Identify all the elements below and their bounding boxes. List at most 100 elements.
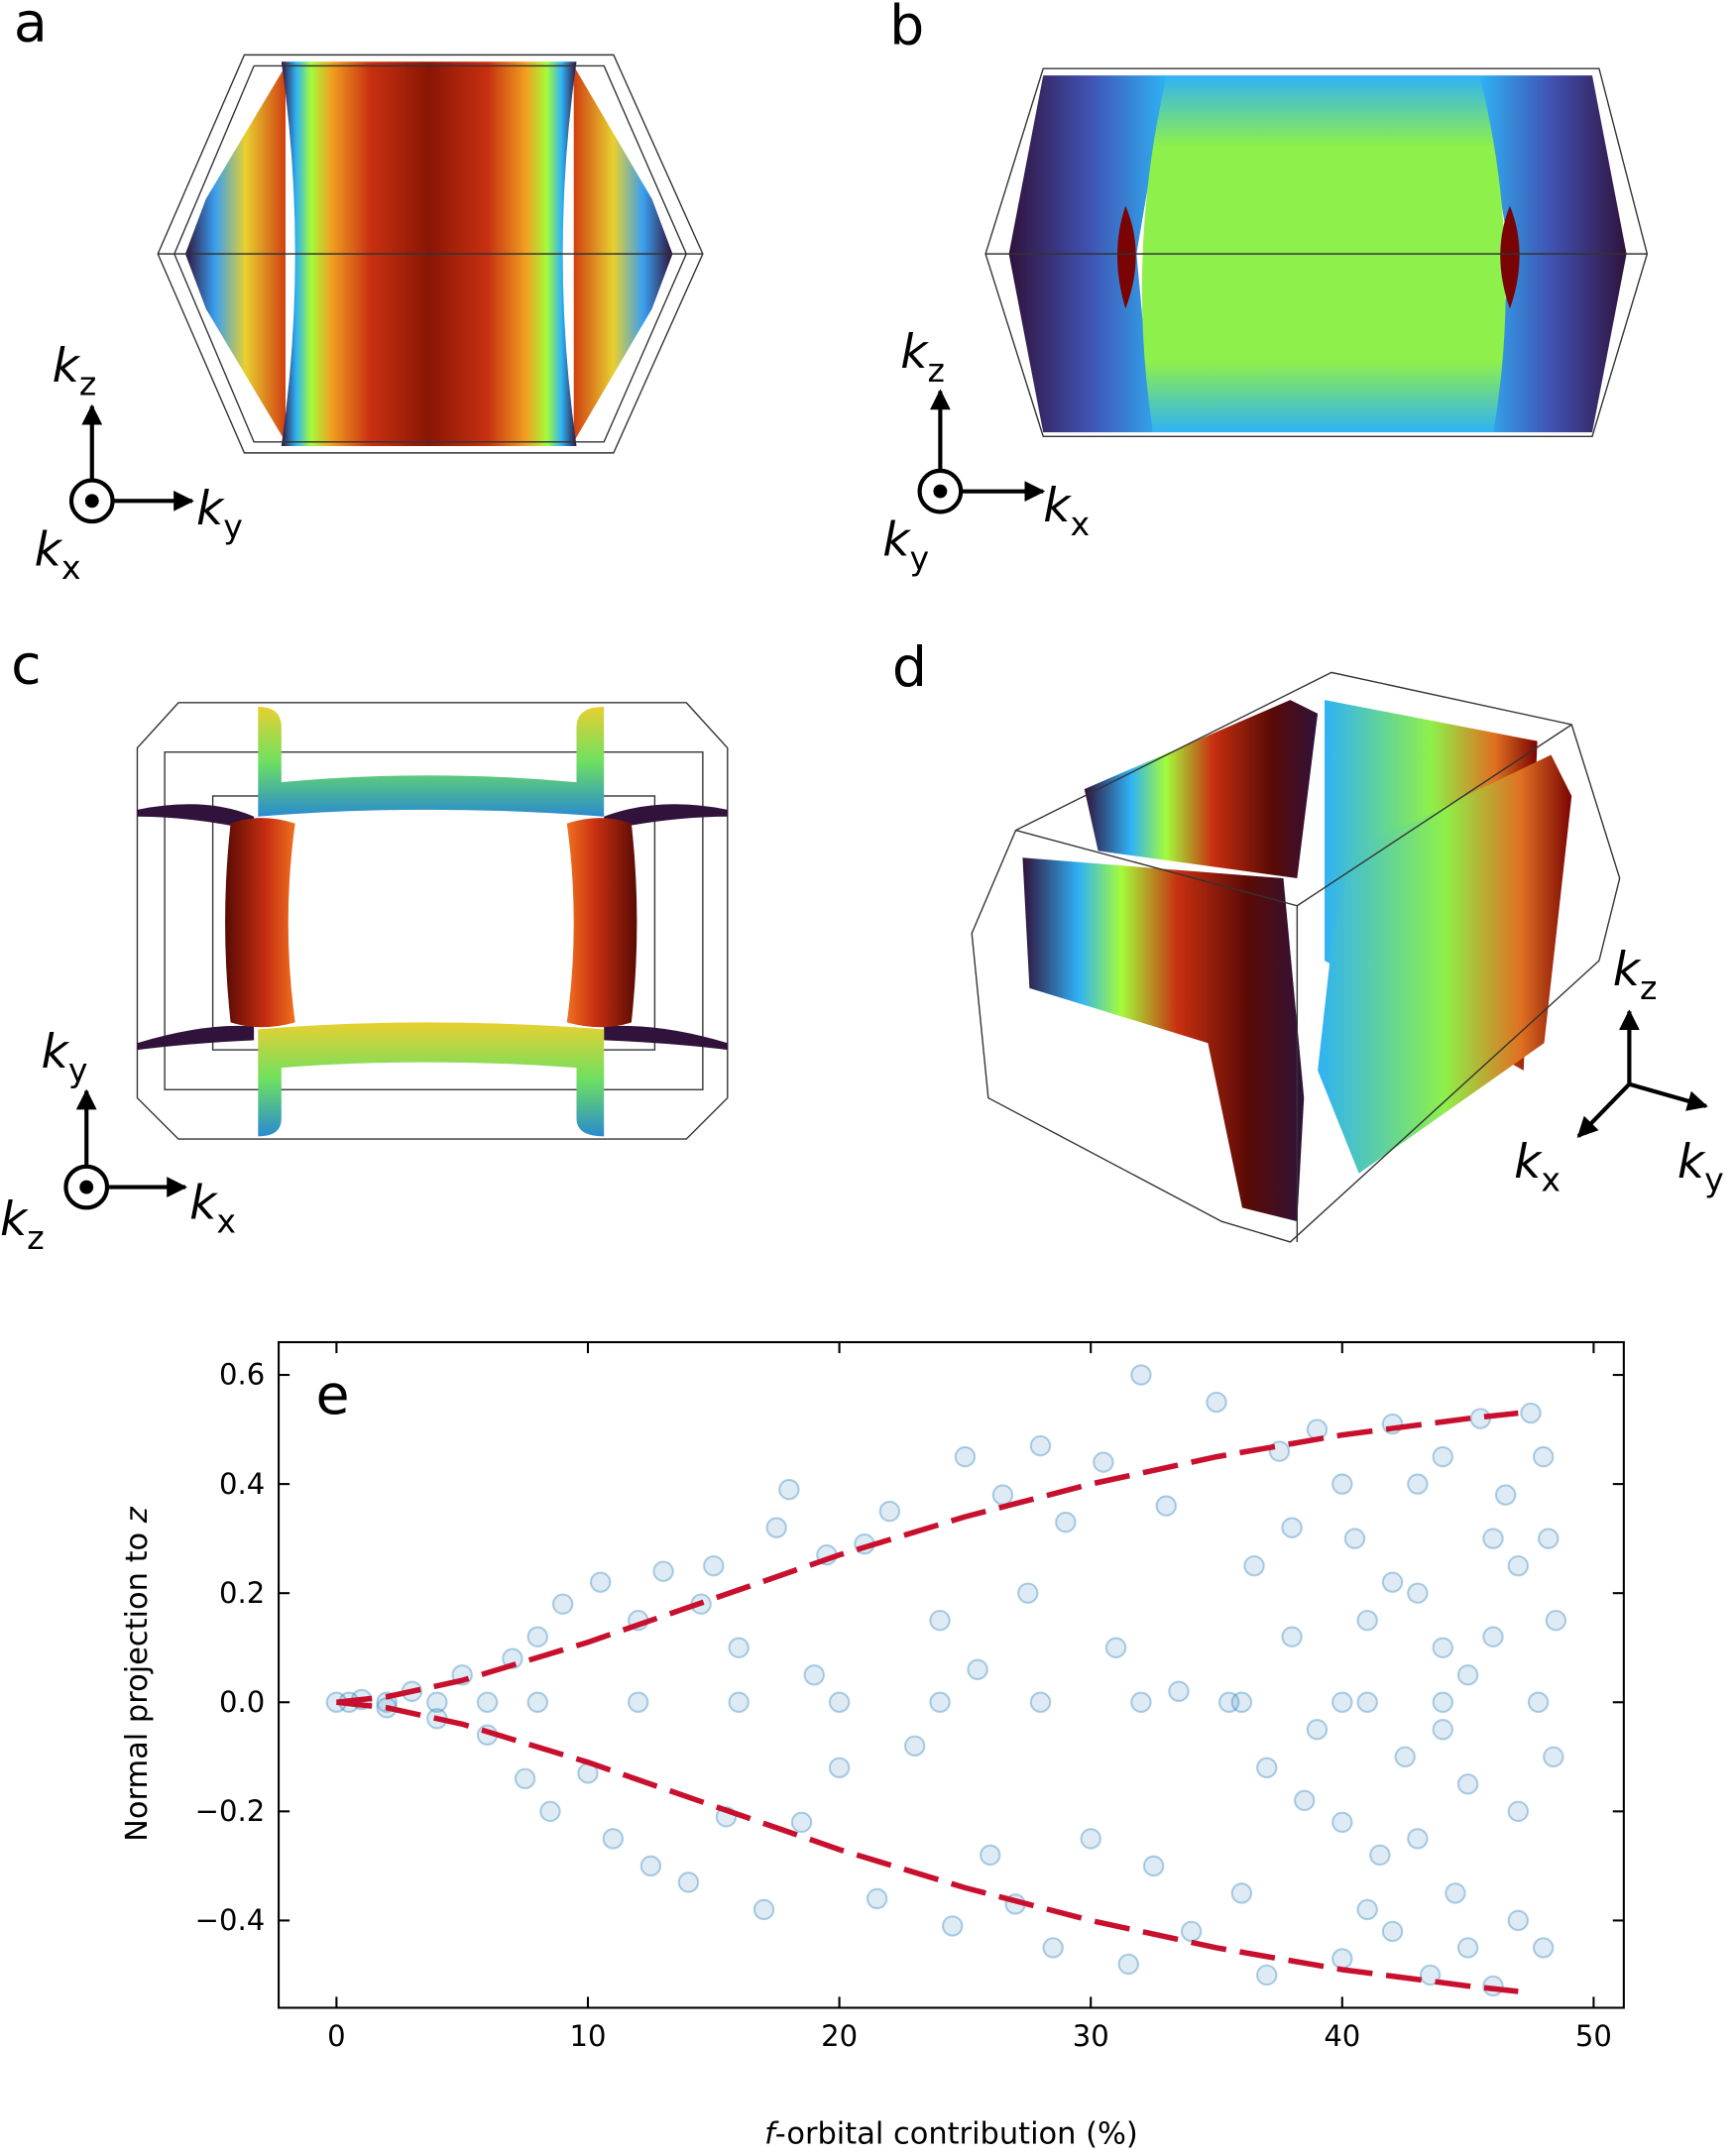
y-tick-label: 0.6 bbox=[219, 1358, 265, 1392]
axis-label: kx bbox=[1043, 479, 1090, 543]
envelope-line bbox=[336, 1699, 1519, 1994]
scatter-point bbox=[539, 1800, 561, 1823]
scatter-point bbox=[1331, 1473, 1353, 1495]
scatter-point bbox=[589, 1571, 612, 1593]
scatter-point bbox=[514, 1767, 536, 1790]
scatter-point bbox=[1180, 1920, 1203, 1943]
axis-subscript: z bbox=[27, 1218, 44, 1257]
scatter-point bbox=[866, 1887, 888, 1910]
axis-subscript: z bbox=[1640, 968, 1657, 1007]
fermi-surface bbox=[137, 1025, 255, 1051]
axis-label: ky bbox=[42, 1025, 88, 1089]
axis-out bbox=[84, 494, 99, 509]
axis-symbol: k bbox=[0, 1192, 29, 1247]
scatter-point bbox=[1255, 1964, 1278, 1986]
scatter-point bbox=[778, 1478, 800, 1501]
plot-data bbox=[325, 1364, 1567, 1997]
scatter-point bbox=[1281, 1626, 1303, 1647]
scatter-point bbox=[991, 1484, 1014, 1506]
panel-label: c bbox=[11, 633, 41, 697]
fermi-surface bbox=[1022, 857, 1305, 1222]
scatter-point bbox=[728, 1637, 750, 1658]
panel-label: a bbox=[14, 0, 48, 56]
scatter-point bbox=[1356, 1898, 1378, 1921]
axis-label: ky bbox=[196, 482, 243, 546]
scatter-point bbox=[878, 1500, 901, 1523]
axis-symbol: k bbox=[900, 325, 929, 380]
x-tick-label: 40 bbox=[1324, 2019, 1360, 2053]
scatter-point bbox=[1520, 1402, 1542, 1424]
y-axis-label: Normal projection to z bbox=[120, 1506, 155, 1842]
scatter-point bbox=[1407, 1828, 1429, 1850]
scatter-point bbox=[526, 1691, 549, 1713]
scatter-point bbox=[1294, 1789, 1316, 1812]
envelope-line bbox=[336, 1410, 1519, 1706]
panel-label: b bbox=[889, 0, 924, 57]
scatter-point bbox=[1545, 1609, 1567, 1632]
scatter-point bbox=[1029, 1434, 1052, 1457]
scatter-point bbox=[954, 1445, 977, 1468]
scatter-point bbox=[1230, 1691, 1253, 1713]
scatter-point bbox=[728, 1691, 750, 1713]
scatter-point bbox=[1331, 1691, 1353, 1713]
fermi-surface bbox=[258, 707, 605, 817]
scatter-point bbox=[1456, 1937, 1479, 1959]
scatter-point bbox=[526, 1626, 549, 1647]
panel-c: c ky kx kz bbox=[0, 633, 729, 1257]
scatter-point bbox=[1432, 1691, 1453, 1713]
scatter-point bbox=[1217, 1691, 1240, 1713]
axis-symbol: k bbox=[53, 339, 81, 394]
scatter-point bbox=[1527, 1691, 1550, 1713]
scatter-point bbox=[1117, 1953, 1139, 1976]
scatter-point bbox=[929, 1691, 951, 1713]
x-tick-label: 50 bbox=[1575, 2019, 1612, 2053]
scatter-point bbox=[1419, 1964, 1442, 1986]
scatter-point bbox=[1306, 1719, 1329, 1741]
scatter-point bbox=[1445, 1882, 1466, 1904]
scatter-point bbox=[1281, 1517, 1303, 1538]
axis-label: kx bbox=[189, 1176, 236, 1240]
axis-symbol: k bbox=[1613, 943, 1642, 997]
scatter-point bbox=[602, 1828, 625, 1850]
x-tick-label: 30 bbox=[1073, 2019, 1109, 2053]
y-axis-label-part: z bbox=[120, 1506, 155, 1524]
fermi-surface bbox=[1116, 205, 1136, 309]
scatter-point bbox=[1093, 1451, 1114, 1473]
axis-out bbox=[933, 484, 948, 499]
axis-subscript: y bbox=[909, 539, 929, 578]
axis-symbol: k bbox=[1677, 1135, 1706, 1190]
scatter-point bbox=[1507, 1800, 1530, 1823]
axis-arrow bbox=[1628, 1081, 1708, 1111]
axis-symbol: k bbox=[42, 1025, 70, 1079]
y-axis-label-part: Normal projection to bbox=[120, 1523, 155, 1842]
scatter-point bbox=[1142, 1855, 1165, 1877]
scatter-point bbox=[1507, 1909, 1530, 1932]
axis-subscript: y bbox=[223, 508, 243, 546]
axis-symbol: k bbox=[1514, 1135, 1543, 1190]
panel-label: e bbox=[315, 1364, 349, 1427]
scatter-point bbox=[1080, 1828, 1101, 1850]
x-tick-label: 10 bbox=[570, 2019, 607, 2053]
fermi-surface bbox=[225, 818, 295, 1028]
scatter-point bbox=[1432, 1637, 1453, 1658]
x-axis-label: f-orbital contribution (%) bbox=[764, 2117, 1138, 2152]
scatter-point bbox=[828, 1757, 851, 1779]
axis-out bbox=[917, 468, 964, 514]
scatter-point bbox=[941, 1915, 964, 1937]
panel-d: d kz kx ky bbox=[892, 636, 1724, 1243]
scatter-point bbox=[1407, 1473, 1429, 1495]
scatter-point bbox=[803, 1664, 825, 1686]
scatter-point bbox=[1029, 1691, 1052, 1713]
scatter-point bbox=[1494, 1484, 1517, 1506]
scatter-point bbox=[1168, 1680, 1190, 1702]
scatter-point bbox=[980, 1844, 1001, 1867]
scatter-point bbox=[1369, 1844, 1391, 1867]
axis-subscript: x bbox=[216, 1201, 236, 1240]
plot-frame bbox=[278, 1340, 1625, 2009]
scatter-point bbox=[1482, 1528, 1504, 1549]
scatter-point bbox=[1343, 1528, 1366, 1549]
y-tick-label: 0.0 bbox=[219, 1685, 265, 1719]
scatter-point bbox=[1130, 1691, 1152, 1713]
scatter-point bbox=[1243, 1554, 1265, 1577]
